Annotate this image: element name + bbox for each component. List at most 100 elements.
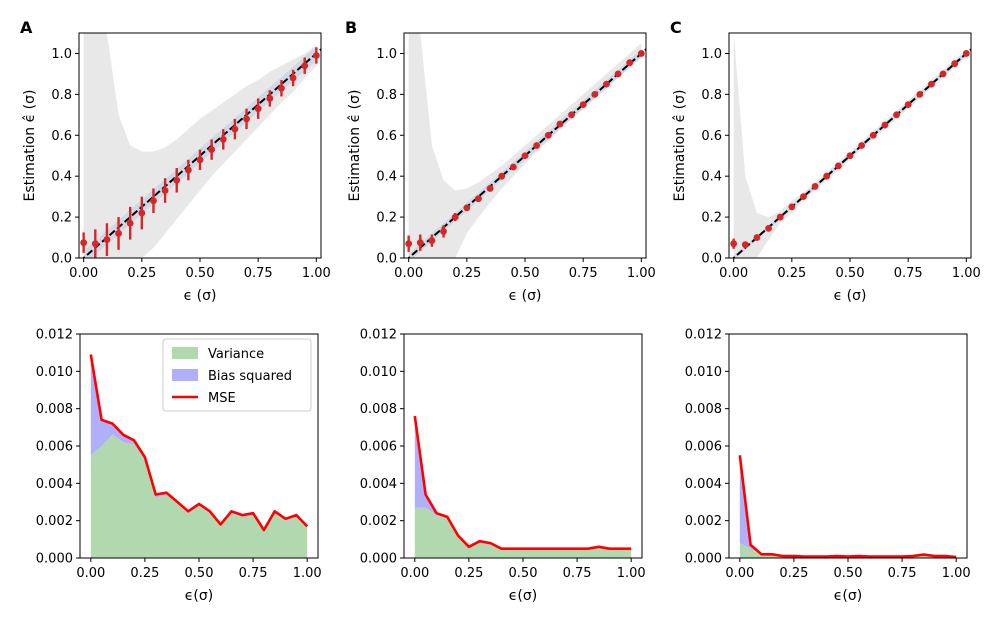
plot-area [80, 33, 321, 258]
estimate-point [475, 195, 482, 203]
estimate-point [533, 142, 541, 149]
estimate-point [208, 146, 216, 153]
x-tick-label: 0.25 [127, 266, 156, 281]
x-tick-label: 0.25 [130, 566, 159, 581]
estimate-point [115, 230, 122, 237]
estimate-point [463, 204, 471, 212]
y-tick-label: 0.0 [51, 252, 72, 267]
chart-0: 0.00 0.25 0.50 0.75 1.00 0.0 0.2 0.4 0.6 0.8 1.0 ϵ … [22, 32, 331, 304]
x-tick-label: 0.75 [239, 566, 268, 581]
x-tick-label: 1.00 [617, 566, 646, 581]
estimate-point [741, 241, 749, 249]
mse-line [89, 354, 309, 532]
y-tick-label: 0.012 [360, 328, 397, 343]
chart-5: 0.00 0.25 0.50 0.75 1.00 0.000 0.002 0.004 0.006… [685, 328, 971, 605]
estimate-point [161, 187, 169, 194]
estimate-point [231, 125, 239, 133]
confidence-band [733, 33, 967, 258]
estimate-point [568, 111, 575, 119]
y-tick-label: 0.8 [376, 88, 397, 103]
plot-area [730, 33, 971, 258]
estimate-point [765, 224, 772, 232]
confidence-band [408, 33, 642, 258]
y-tick-label: 0.004 [685, 477, 722, 492]
estimate-point [637, 50, 645, 57]
axes-frame [728, 333, 968, 559]
estimate-point [428, 237, 436, 245]
mse-line [413, 415, 632, 550]
x-tick-label: 0.75 [888, 566, 917, 581]
y-tick-label: 0.010 [685, 365, 722, 380]
estimate-point [916, 90, 924, 98]
estimate-point [928, 80, 935, 88]
estimate-point [138, 209, 146, 217]
estimate-point [834, 162, 842, 170]
plot-area [413, 415, 632, 558]
estimate-point [173, 176, 181, 184]
estimate-point [904, 101, 912, 108]
legend-label-variance: Variance [208, 347, 264, 362]
x-tick-label: 0.00 [69, 266, 98, 281]
x-tick-label: 0.50 [511, 266, 540, 281]
panel-letter-c: C [670, 18, 682, 37]
estimate-point [730, 240, 738, 248]
plot-area [89, 354, 309, 558]
estimate-point [881, 121, 889, 129]
x-tick-label: 0.75 [894, 266, 923, 281]
y-tick-label: 0.6 [51, 129, 72, 144]
x-axis-label: ϵ (σ) [834, 288, 867, 304]
legend-swatch-bias [172, 369, 198, 381]
x-tick-label: 0.00 [394, 266, 423, 281]
estimate-point [788, 203, 796, 211]
y-axis-label: Estimation ϵ̂ (σ) [672, 90, 688, 202]
y-tick-label: 0.0 [376, 252, 397, 267]
estimate-point [289, 74, 297, 82]
y-tick-label: 0.6 [376, 129, 397, 144]
x-tick-label: 1.00 [942, 566, 971, 581]
x-tick-label: 0.50 [836, 266, 865, 281]
x-tick-label: 1.00 [952, 266, 981, 281]
estimate-point [521, 152, 529, 160]
y-axis-label: Estimation ϵ̂ (σ) [347, 90, 363, 202]
estimate-point [579, 101, 587, 108]
y-tick-label: 0.004 [36, 477, 73, 492]
estimate-point [254, 105, 262, 113]
y-tick-label: 0.006 [36, 440, 73, 455]
x-tick-label: 0.00 [725, 566, 754, 581]
chart-4: 0.00 0.25 0.50 0.75 1.00 0.000 0.002 0.004 0.006… [360, 328, 646, 605]
bias-area [90, 354, 308, 532]
y-tick-label: 0.002 [685, 514, 722, 529]
estimate-point [266, 95, 274, 102]
estimate-point [196, 156, 204, 164]
estimate-point [603, 80, 610, 88]
variance-area [414, 507, 632, 558]
x-tick-label: 0.75 [244, 266, 273, 281]
x-tick-label: 0.25 [452, 266, 481, 281]
y-tick-label: 0.008 [360, 402, 397, 417]
plot-area [738, 455, 957, 558]
estimate-point [753, 234, 761, 241]
y-tick-label: 0.012 [685, 328, 722, 343]
x-tick-label: 0.00 [76, 566, 105, 581]
x-tick-label: 0.50 [834, 566, 863, 581]
estimate-point [486, 185, 494, 192]
x-tick-label: 1.00 [627, 266, 656, 281]
legend-frame [162, 338, 312, 412]
x-tick-label: 0.50 [509, 566, 538, 581]
estimate-point [219, 135, 227, 143]
y-tick-label: 0.006 [360, 440, 397, 455]
estimate-point [278, 84, 285, 92]
estimate-point [939, 70, 947, 78]
y-tick-label: 1.0 [376, 47, 397, 62]
legend-label-bias: Bias squared [208, 369, 292, 384]
y-tick-label: 0.000 [685, 552, 722, 567]
y-tick-label: 0.002 [36, 514, 73, 529]
estimate-point [509, 163, 517, 171]
y-tick-label: 0.000 [360, 552, 397, 567]
estimate-point [800, 193, 807, 201]
y-tick-label: 0.8 [701, 88, 722, 103]
x-tick-label: 1.00 [293, 566, 322, 581]
estimate-point [243, 115, 250, 123]
y-tick-label: 0.008 [36, 402, 73, 417]
